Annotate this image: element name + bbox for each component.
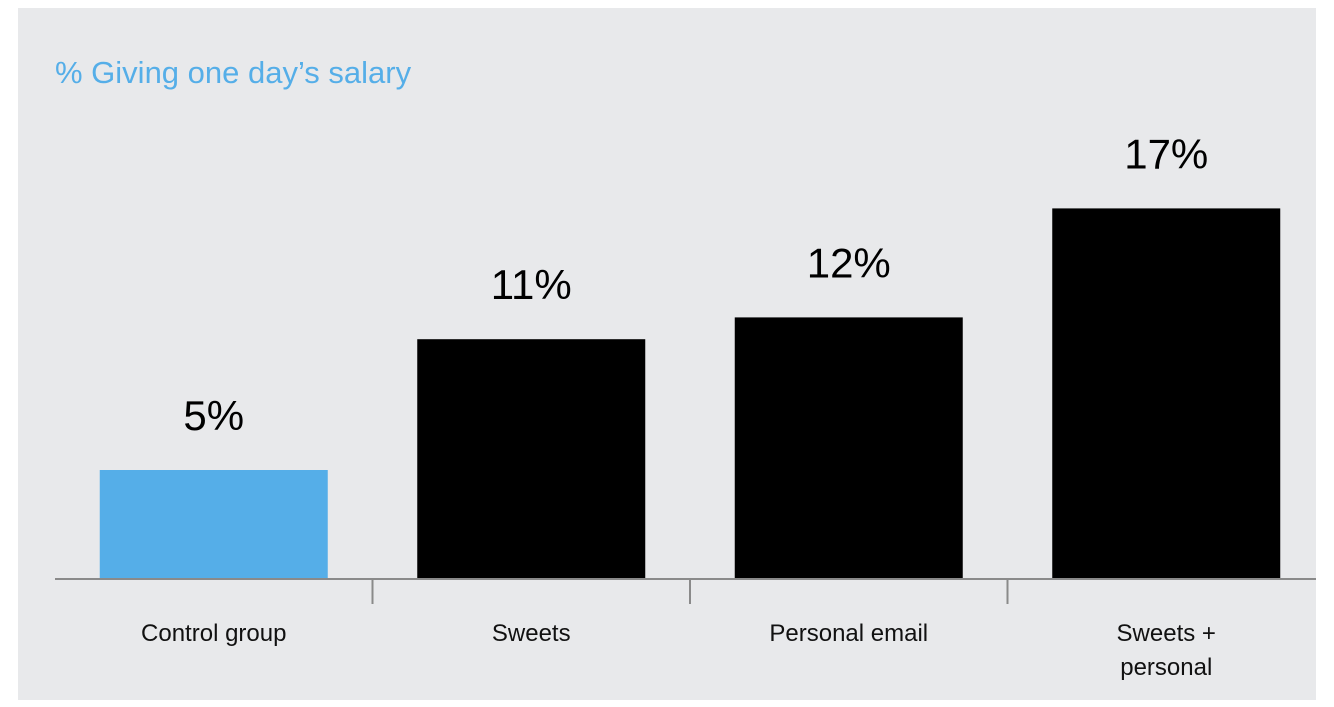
bar <box>417 339 646 579</box>
x-tick-label: Sweets <box>491 620 571 647</box>
x-tick-label: Sweets + personal <box>1116 620 1216 681</box>
value-label: 17% <box>1124 130 1208 177</box>
x-tick-label: Control group <box>141 620 287 647</box>
x-tick-label: Personal email <box>769 620 929 647</box>
value-label: 5% <box>183 392 244 439</box>
value-label: 11% <box>491 261 572 308</box>
bar <box>99 470 328 579</box>
value-label: 12% <box>807 239 891 286</box>
chart-title: % Giving one day’s salary <box>55 55 412 90</box>
bar <box>734 317 963 579</box>
bar <box>1052 208 1281 579</box>
